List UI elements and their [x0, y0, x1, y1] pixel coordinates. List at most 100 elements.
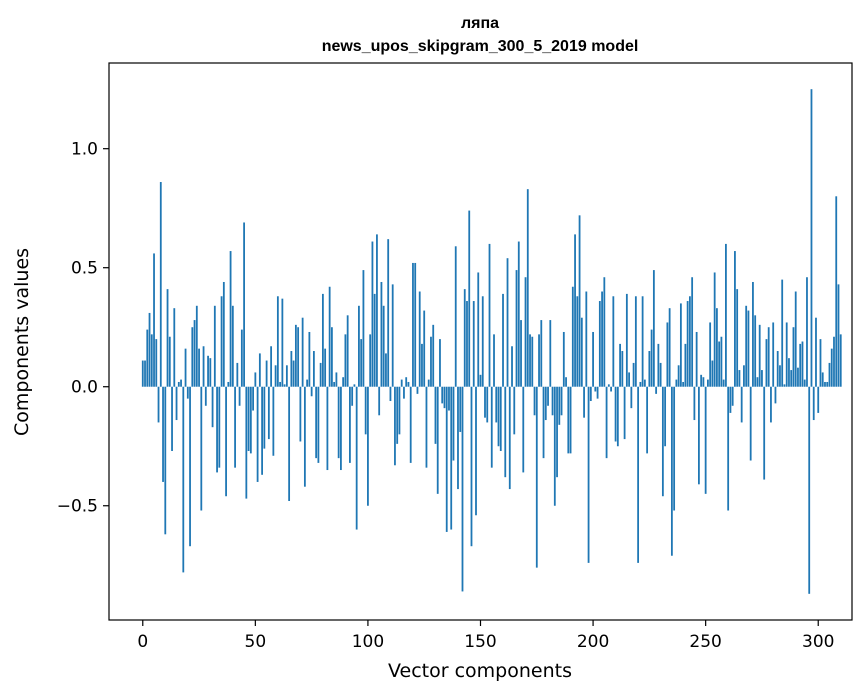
- bar-32: [213, 305, 216, 387]
- bar-205: [603, 277, 606, 387]
- bar-288: [790, 370, 793, 387]
- bar-172: [529, 334, 531, 387]
- x-axis-label: Vector components: [388, 660, 572, 682]
- bar-292: [799, 343, 802, 387]
- bar-245: [693, 386, 696, 421]
- bar-256: [718, 341, 721, 387]
- bar-82: [326, 386, 329, 471]
- bar-9: [162, 386, 164, 482]
- bar-105: [378, 386, 381, 416]
- bar-28: [204, 386, 207, 406]
- bar-274: [758, 324, 761, 387]
- bar-299: [815, 317, 817, 387]
- bar-58: [272, 386, 275, 456]
- bar-53: [261, 386, 263, 475]
- bar-249: [702, 377, 705, 387]
- bar-60: [276, 296, 279, 387]
- bar-108: [385, 353, 387, 387]
- bar-185: [558, 386, 561, 425]
- bar-174: [533, 386, 536, 416]
- bar-162: [506, 258, 509, 387]
- bar-19: [184, 348, 187, 387]
- bar-173: [531, 336, 534, 387]
- bar-262: [731, 386, 734, 406]
- bar-252: [709, 322, 712, 387]
- bar-182: [551, 386, 554, 416]
- bar-181: [549, 320, 552, 387]
- bar-244: [691, 277, 694, 387]
- bar-222: [641, 296, 644, 387]
- bar-23: [193, 320, 196, 387]
- bar-218: [632, 362, 635, 387]
- bar-283: [779, 365, 781, 387]
- bar-268: [745, 305, 748, 387]
- bar-152: [484, 386, 486, 418]
- y-tick-label: 0.0: [71, 378, 98, 398]
- bar-114: [398, 386, 401, 435]
- bar-129: [432, 324, 435, 387]
- bar-148: [475, 386, 477, 516]
- bar-57: [270, 346, 273, 387]
- bar-22: [191, 327, 194, 387]
- bar-157: [495, 386, 498, 423]
- bar-25: [198, 348, 200, 387]
- bar-278: [767, 327, 770, 387]
- bar-166: [515, 270, 518, 387]
- bar-147: [472, 301, 475, 387]
- bar-135: [445, 386, 448, 532]
- bar-190: [569, 386, 572, 454]
- bar-27: [202, 346, 205, 387]
- bar-45: [243, 222, 245, 387]
- x-tick-label: 300: [802, 632, 834, 652]
- bar-83: [328, 286, 331, 387]
- bar-154: [488, 243, 491, 387]
- bar-282: [776, 351, 779, 387]
- bar-86: [335, 372, 338, 387]
- bar-34: [218, 386, 221, 468]
- bar-289: [792, 327, 795, 387]
- bar-71: [301, 317, 304, 387]
- bar-125: [423, 310, 426, 387]
- bar-246: [695, 331, 698, 387]
- bar-5: [153, 253, 155, 387]
- bar-290: [794, 291, 797, 387]
- bar-170: [524, 277, 527, 387]
- bar-123: [418, 291, 421, 387]
- bar-163: [508, 386, 511, 490]
- bar-128: [430, 336, 432, 387]
- bar-243: [688, 296, 691, 387]
- bar-303: [824, 381, 826, 387]
- bar-68: [294, 324, 297, 387]
- bar-221: [639, 381, 642, 387]
- bar-77: [315, 386, 318, 459]
- bar-56: [267, 386, 270, 440]
- bar-255: [716, 308, 718, 387]
- bar-210: [614, 386, 617, 442]
- bar-21: [189, 386, 191, 547]
- bar-187: [562, 331, 565, 387]
- bar-265: [738, 370, 741, 387]
- bar-306: [830, 348, 833, 387]
- bar-89: [342, 377, 345, 387]
- bar-100: [367, 386, 369, 506]
- bar-64: [285, 365, 288, 387]
- bar-230: [659, 362, 662, 387]
- bar-184: [556, 386, 558, 478]
- bar-63: [283, 384, 286, 387]
- bar-279: [770, 386, 772, 423]
- bar-93: [351, 386, 354, 406]
- bar-219: [634, 296, 637, 387]
- bar-120: [412, 262, 414, 387]
- bar-118: [407, 381, 410, 387]
- bar-151: [481, 296, 484, 387]
- bar-121: [414, 262, 417, 387]
- bar-110: [389, 386, 392, 402]
- bar-287: [788, 358, 790, 387]
- bar-39: [229, 251, 232, 387]
- bar-309: [837, 284, 840, 387]
- x-tick-label: 250: [689, 632, 721, 652]
- bar-84: [331, 327, 333, 387]
- bar-156: [493, 334, 495, 387]
- bar-79: [319, 362, 322, 387]
- bar-96: [358, 305, 360, 387]
